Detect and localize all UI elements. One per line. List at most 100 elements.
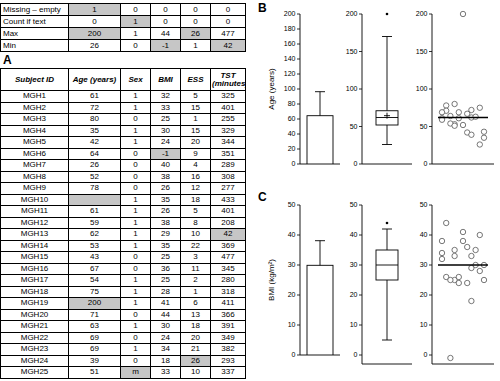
y-tick xyxy=(297,164,300,165)
column-header: Subject ID xyxy=(1,69,69,91)
dot xyxy=(448,355,453,360)
cell: 433 xyxy=(211,194,246,206)
x-axis xyxy=(362,164,412,165)
bar xyxy=(307,265,333,355)
row-label: MGH13 xyxy=(1,229,69,241)
cell: 26 xyxy=(181,355,211,367)
cell: 344 xyxy=(211,137,246,149)
cell: 4 xyxy=(181,160,211,172)
cell: 26 xyxy=(151,206,181,218)
cell: 10 xyxy=(181,367,211,379)
bar-chart: 01020304050BMI (kg/m²) xyxy=(267,201,340,358)
row-label: MGH21 xyxy=(1,321,69,333)
median-line xyxy=(438,117,488,118)
summary-table: Missing – empty10000Count if text01000Ma… xyxy=(0,3,246,52)
dot xyxy=(452,253,457,258)
cell: 52 xyxy=(69,171,121,183)
cell: 18 xyxy=(151,355,181,367)
cell: 1 xyxy=(121,321,151,333)
dot xyxy=(460,238,465,243)
cell: 59 xyxy=(69,217,121,229)
cell: 78 xyxy=(69,183,121,195)
cell: 72 xyxy=(69,102,121,114)
cell: 25 xyxy=(151,275,181,287)
row-label: MGH9 xyxy=(1,183,69,195)
dot xyxy=(439,256,444,261)
cell: 401 xyxy=(211,102,246,114)
cell: 44 xyxy=(151,28,181,40)
y-tick-label: 200 xyxy=(284,10,296,17)
row-label: MGH23 xyxy=(1,344,69,356)
cell: 26 xyxy=(151,183,181,195)
y-tick xyxy=(359,164,362,165)
dot xyxy=(481,135,486,140)
cell: 15 xyxy=(181,102,211,114)
row-label: MGH11 xyxy=(1,206,69,218)
y-tick-label: 30 xyxy=(420,261,428,268)
whisker-low xyxy=(387,125,388,145)
cell: 26 xyxy=(181,28,211,40)
cell: 0 xyxy=(69,16,121,28)
dot xyxy=(481,129,486,134)
cell: 5 xyxy=(181,91,211,103)
cell: m xyxy=(121,367,151,379)
row-label: MGH16 xyxy=(1,263,69,275)
row-label: MGH12 xyxy=(1,217,69,229)
cell: 6 xyxy=(181,298,211,310)
cell: 54 xyxy=(69,275,121,287)
row-label: MGH22 xyxy=(1,332,69,344)
y-tick-label: 0 xyxy=(354,160,358,167)
bar xyxy=(307,116,333,164)
cell: 200 xyxy=(69,28,121,40)
y-tick-label: 20 xyxy=(288,145,296,152)
y-tick-label: 20 xyxy=(350,291,358,298)
y-tick xyxy=(359,126,362,127)
cell: 391 xyxy=(211,321,246,333)
row-label: MGH18 xyxy=(1,286,69,298)
row-label: MGH20 xyxy=(1,309,69,321)
cell: 1 xyxy=(181,286,211,298)
error-bar xyxy=(315,241,325,266)
dot xyxy=(473,114,478,119)
y-tick-label: 40 xyxy=(288,130,296,137)
y-tick xyxy=(297,119,300,120)
row-label: MGH4 xyxy=(1,125,69,137)
y-tick-label: 0 xyxy=(424,160,428,167)
y-tick xyxy=(429,205,432,206)
cell: 1 xyxy=(121,91,151,103)
cell: 411 xyxy=(211,298,246,310)
error-bar xyxy=(315,92,325,116)
y-tick-label: 140 xyxy=(284,55,296,62)
y-tick xyxy=(297,134,300,135)
cell: 5 xyxy=(181,206,211,218)
cell: 308 xyxy=(211,171,246,183)
cell: 11 xyxy=(181,263,211,275)
y-tick-label: 50 xyxy=(420,123,428,130)
y-tick xyxy=(359,265,362,266)
dot xyxy=(460,229,465,234)
cell: 25 xyxy=(151,114,181,126)
cell: 1 xyxy=(69,4,121,16)
dot-chart: 050100150200 xyxy=(416,10,494,167)
row-label: MGH5 xyxy=(1,137,69,149)
cell: 325 xyxy=(211,91,246,103)
subject-table: Subject IDAge (years)SexBMIESSTST (minut… xyxy=(0,68,246,379)
panel-label: A xyxy=(3,53,12,67)
cell: 9 xyxy=(181,148,211,160)
dot xyxy=(439,250,444,255)
row-label: MGH17 xyxy=(1,275,69,287)
dot xyxy=(465,111,470,116)
y-tick xyxy=(297,355,300,356)
cell: 38 xyxy=(151,217,181,229)
column-header: Sex xyxy=(121,69,151,91)
y-axis xyxy=(300,205,301,355)
cell: 22 xyxy=(181,240,211,252)
cell: 0 xyxy=(121,171,151,183)
y-tick-label: 180 xyxy=(284,25,296,32)
cell: 36 xyxy=(151,263,181,275)
y-tick-label: 30 xyxy=(350,261,358,268)
cell: 33 xyxy=(151,367,181,379)
cell: 293 xyxy=(211,355,246,367)
cell: 29 xyxy=(151,229,181,241)
cell: 1 xyxy=(121,229,151,241)
